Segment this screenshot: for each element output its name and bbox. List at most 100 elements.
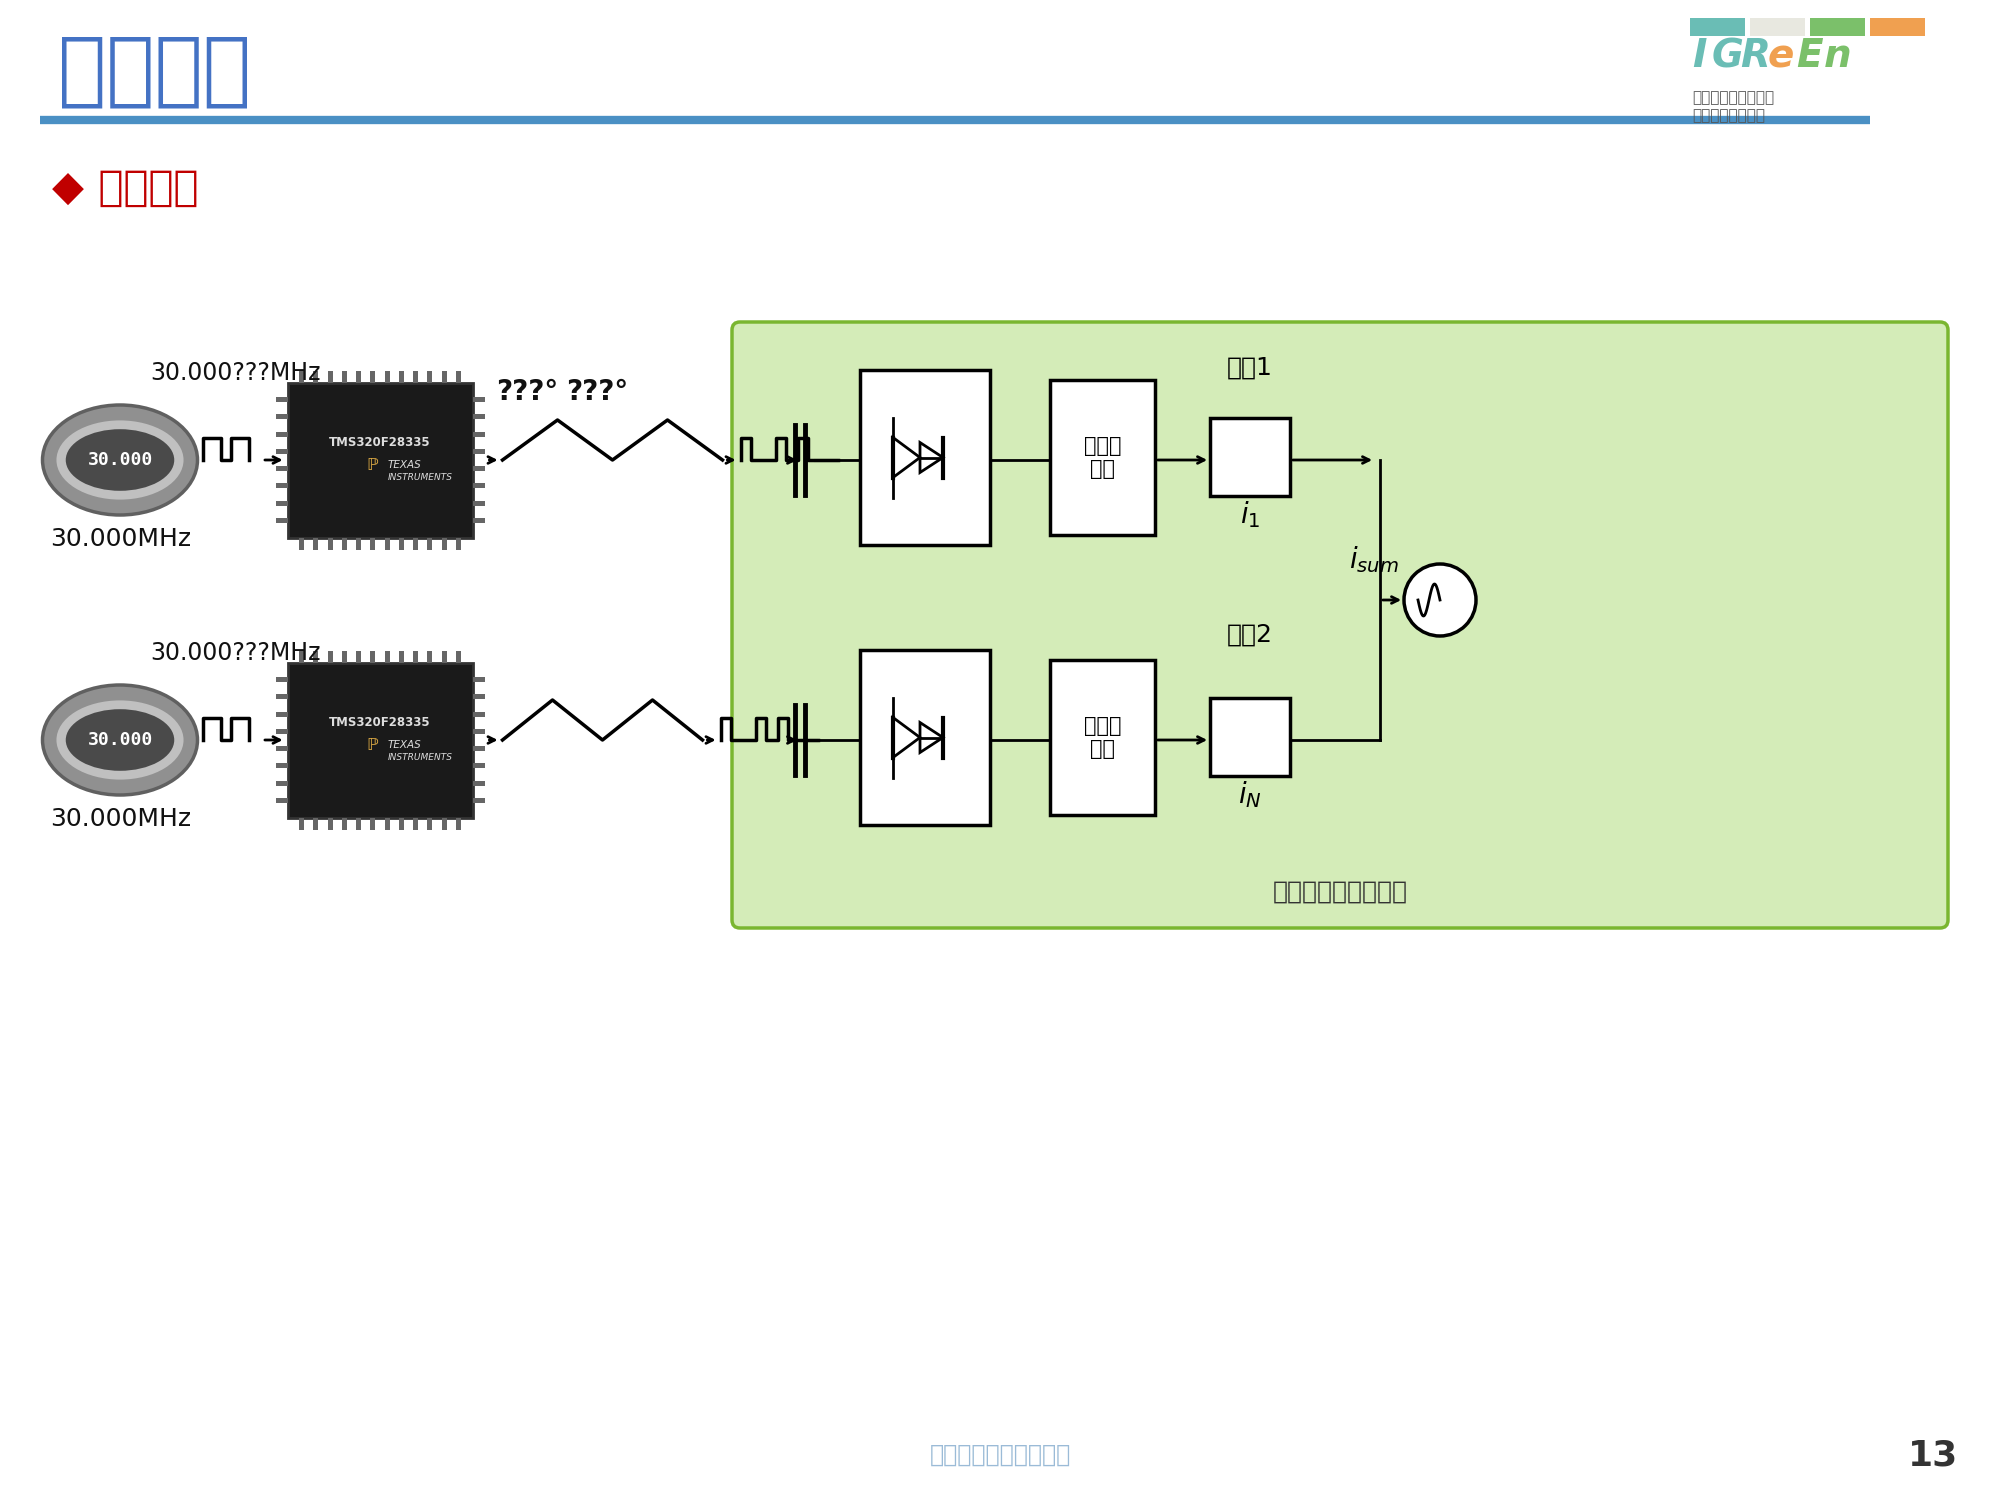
Bar: [276, 711, 288, 716]
Bar: [472, 764, 484, 769]
Bar: [300, 650, 304, 662]
Ellipse shape: [66, 429, 174, 491]
Text: 与智能电网研究所: 与智能电网研究所: [1693, 108, 1765, 123]
Bar: [342, 818, 346, 830]
Bar: [398, 371, 404, 383]
Bar: [342, 371, 346, 383]
Text: 输出滤
波器: 输出滤 波器: [1085, 716, 1121, 760]
Ellipse shape: [42, 684, 198, 796]
Bar: [412, 818, 418, 830]
Text: ℙ: ℙ: [366, 456, 378, 474]
Bar: [328, 650, 332, 662]
Bar: [276, 483, 288, 488]
Text: 30.000: 30.000: [88, 731, 152, 749]
Bar: [472, 449, 484, 453]
Bar: [300, 818, 304, 830]
Bar: [442, 371, 446, 383]
Bar: [472, 711, 484, 716]
Circle shape: [1405, 564, 1477, 636]
Text: 基本原理: 基本原理: [58, 33, 250, 111]
Bar: [356, 818, 360, 830]
Text: 30.000: 30.000: [88, 450, 152, 468]
Bar: [472, 432, 484, 437]
Bar: [412, 371, 418, 383]
Bar: [288, 383, 472, 537]
Bar: [472, 729, 484, 734]
Text: TMS320F28335: TMS320F28335: [330, 435, 430, 449]
Text: I: I: [1693, 38, 1707, 75]
Text: 两个并联运行逆变器: 两个并联运行逆变器: [1273, 880, 1407, 904]
Bar: [276, 695, 288, 699]
Text: $i_1$: $i_1$: [1241, 500, 1261, 530]
Text: $i_{sum}$: $i_{sum}$: [1349, 545, 1399, 575]
Bar: [1051, 380, 1155, 534]
Bar: [276, 677, 288, 683]
Bar: [1751, 18, 1805, 36]
Text: $i_N$: $i_N$: [1239, 779, 1263, 811]
Bar: [456, 537, 460, 549]
Text: E: E: [1797, 38, 1823, 75]
Bar: [276, 467, 288, 471]
Bar: [472, 746, 484, 750]
Text: G: G: [1713, 38, 1745, 75]
Text: TMS320F28335: TMS320F28335: [330, 716, 430, 728]
Bar: [300, 537, 304, 549]
Bar: [314, 371, 318, 383]
Bar: [276, 781, 288, 785]
Bar: [456, 650, 460, 662]
Bar: [860, 650, 990, 826]
Bar: [288, 662, 472, 818]
Text: 30.000???MHz: 30.000???MHz: [150, 362, 320, 384]
Bar: [472, 398, 484, 402]
Text: R: R: [1741, 38, 1769, 75]
Text: ℙ: ℙ: [366, 735, 378, 754]
Bar: [342, 650, 346, 662]
Bar: [398, 537, 404, 549]
Bar: [428, 537, 432, 549]
Bar: [428, 371, 432, 383]
Text: ???°: ???°: [496, 378, 558, 405]
Bar: [472, 518, 484, 522]
Bar: [1211, 698, 1291, 776]
Bar: [456, 818, 460, 830]
Bar: [276, 797, 288, 803]
Bar: [860, 371, 990, 545]
Ellipse shape: [42, 405, 198, 515]
Bar: [328, 371, 332, 383]
Bar: [384, 650, 390, 662]
FancyBboxPatch shape: [732, 323, 1949, 928]
Bar: [472, 695, 484, 699]
Bar: [356, 537, 360, 549]
Bar: [370, 371, 376, 383]
Bar: [328, 818, 332, 830]
Text: 线路2: 线路2: [1227, 623, 1273, 647]
Bar: [342, 537, 346, 549]
Bar: [276, 449, 288, 453]
Bar: [276, 500, 288, 506]
Bar: [314, 818, 318, 830]
Bar: [370, 818, 376, 830]
Bar: [398, 818, 404, 830]
Bar: [442, 537, 446, 549]
Bar: [398, 650, 404, 662]
Text: 山东大学可再生能源: 山东大学可再生能源: [1693, 90, 1775, 105]
Text: 30.000MHz: 30.000MHz: [50, 527, 192, 551]
Bar: [276, 764, 288, 769]
Bar: [370, 650, 376, 662]
Bar: [428, 650, 432, 662]
Bar: [276, 432, 288, 437]
Bar: [1691, 18, 1745, 36]
Bar: [1811, 18, 1865, 36]
Text: 《电工技术学报》发布: 《电工技术学报》发布: [928, 1442, 1071, 1466]
Bar: [412, 537, 418, 549]
Text: TEXAS: TEXAS: [388, 459, 422, 470]
Text: TEXAS: TEXAS: [388, 740, 422, 750]
Bar: [1871, 18, 1925, 36]
Bar: [472, 500, 484, 506]
Text: INSTRUMENTS: INSTRUMENTS: [388, 754, 452, 763]
Text: 13: 13: [1907, 1438, 1959, 1472]
Bar: [456, 371, 460, 383]
Bar: [384, 371, 390, 383]
Bar: [314, 537, 318, 549]
Bar: [428, 818, 432, 830]
